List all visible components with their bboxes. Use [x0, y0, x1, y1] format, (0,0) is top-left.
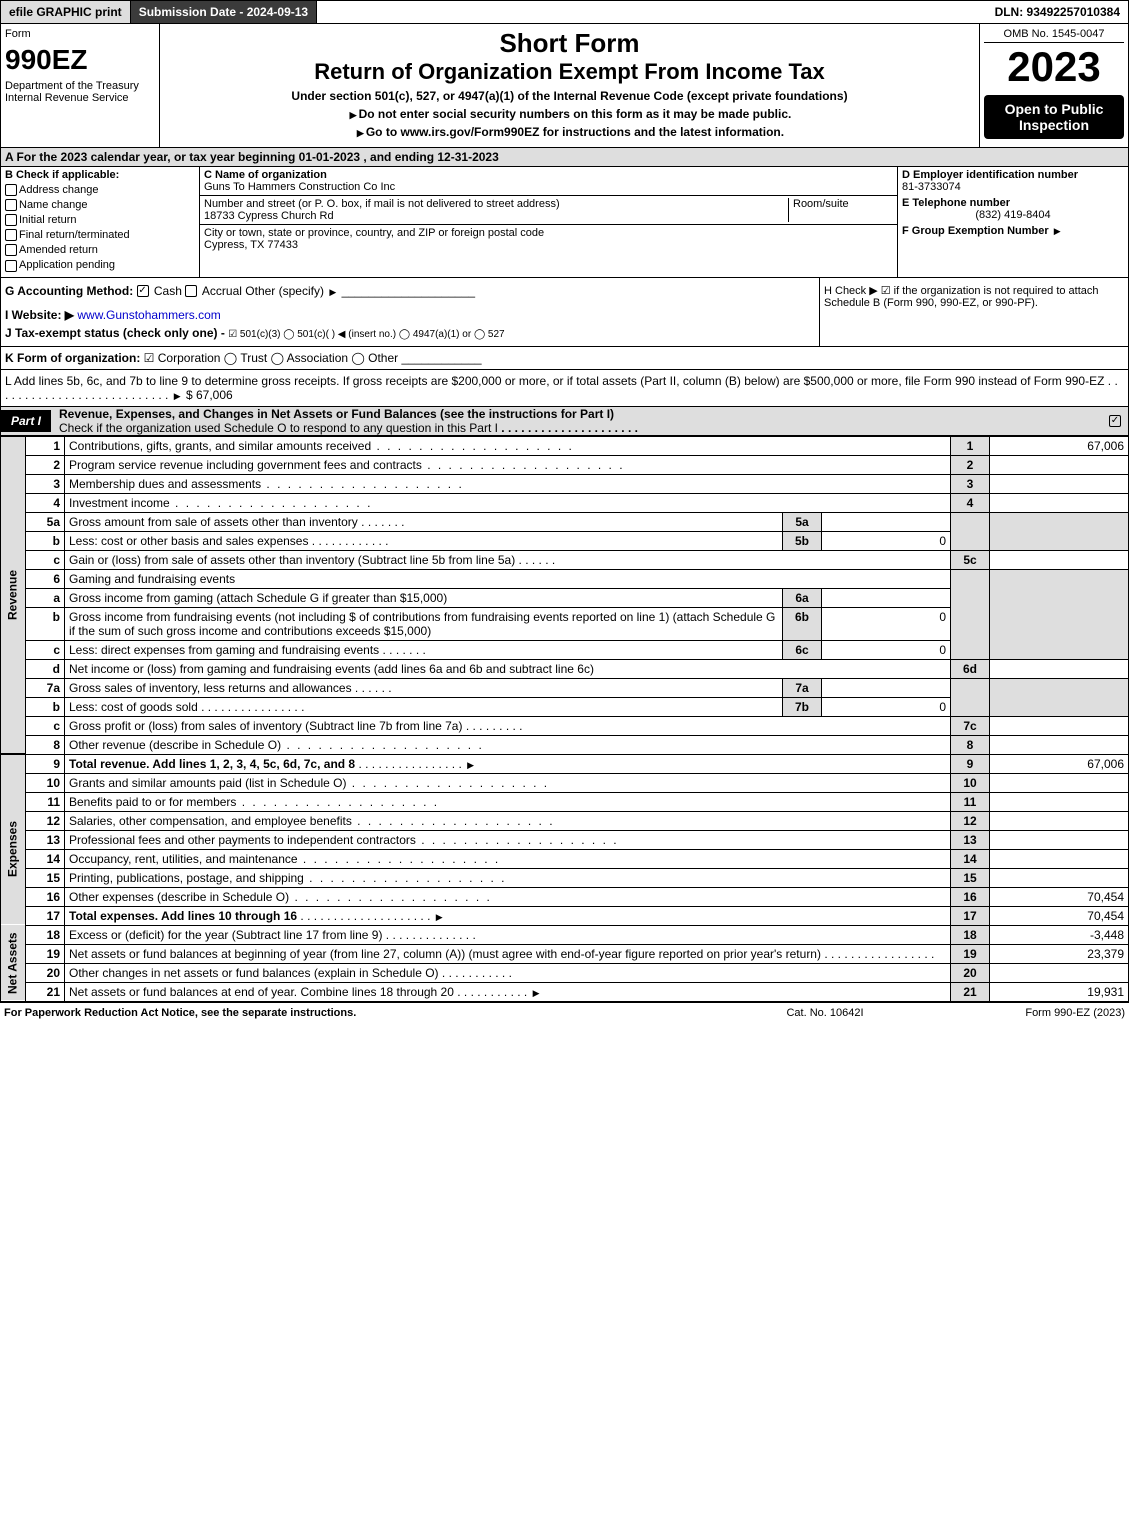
check-name-change[interactable]: Name change — [5, 199, 195, 211]
lines-table: Revenue 1 Contributions, gifts, grants, … — [0, 436, 1129, 1002]
ein: 81-3733074 — [902, 181, 1124, 193]
section-h: H Check ▶ ☑ if the organization is not r… — [819, 278, 1128, 346]
website-link[interactable]: www.Gunstohammers.com — [77, 308, 220, 322]
section-a: A For the 2023 calendar year, or tax yea… — [0, 148, 1129, 167]
check-address-change[interactable]: Address change — [5, 184, 195, 196]
schedule-o-check[interactable] — [1104, 414, 1128, 428]
org-name: Guns To Hammers Construction Co Inc — [204, 181, 893, 193]
city-label: City or town, state or province, country… — [204, 227, 893, 239]
under-section: Under section 501(c), 527, or 4947(a)(1)… — [164, 89, 975, 103]
info-grid: B Check if applicable: Address change Na… — [0, 167, 1129, 278]
phone: (832) 419-8404 — [902, 209, 1124, 221]
street-label: Number and street (or P. O. box, if mail… — [204, 198, 788, 210]
form-word: Form — [5, 28, 155, 40]
check-final-return[interactable]: Final return/terminated — [5, 229, 195, 241]
main-title: Return of Organization Exempt From Incom… — [164, 59, 975, 85]
line18-amount: -3,448 — [990, 925, 1129, 944]
top-bar: efile GRAPHIC print Submission Date - 20… — [0, 0, 1129, 24]
accounting-label: G Accounting Method: — [5, 284, 133, 298]
check-cash[interactable] — [137, 285, 149, 297]
cat-number: Cat. No. 10642I — [725, 1007, 925, 1019]
tax-exempt-label: J Tax-exempt status (check only one) - — [5, 326, 225, 340]
form-ref: Form 990-EZ (2023) — [925, 1007, 1125, 1019]
part1-title: Revenue, Expenses, and Changes in Net As… — [59, 407, 614, 421]
room-suite-label: Room/suite — [788, 198, 893, 222]
website-label: I Website: ▶ — [5, 308, 74, 322]
paperwork-notice: For Paperwork Reduction Act Notice, see … — [4, 1007, 725, 1019]
department: Department of the Treasury Internal Reve… — [5, 80, 155, 104]
section-l: L Add lines 5b, 6c, and 7b to line 9 to … — [0, 370, 1129, 407]
goto-link[interactable]: Go to www.irs.gov/Form990EZ for instruct… — [164, 125, 975, 139]
tax-year: 2023 — [984, 43, 1124, 91]
city-state-zip: Cypress, TX 77433 — [204, 239, 893, 251]
check-application-pending[interactable]: Application pending — [5, 259, 195, 271]
check-amended-return[interactable]: Amended return — [5, 244, 195, 256]
phone-label: E Telephone number — [902, 197, 1124, 209]
group-exemption-label: F Group Exemption Number — [902, 225, 1049, 237]
check-initial-return[interactable]: Initial return — [5, 214, 195, 226]
section-k: K Form of organization: ☑ Corporation ◯ … — [0, 347, 1129, 370]
line17-amount: 70,454 — [990, 906, 1129, 925]
netassets-label: Net Assets — [1, 925, 26, 1001]
omb-number: OMB No. 1545-0047 — [984, 28, 1124, 43]
section-gh: G Accounting Method: Cash Accrual Other … — [0, 278, 1129, 347]
org-name-label: C Name of organization — [204, 169, 893, 181]
part1-label: Part I — [1, 410, 51, 432]
expenses-label: Expenses — [1, 773, 26, 925]
efile-print-button[interactable]: efile GRAPHIC print — [1, 1, 131, 23]
ssn-warning: Do not enter social security numbers on … — [164, 107, 975, 121]
part1-subtitle: Check if the organization used Schedule … — [59, 421, 498, 435]
open-public-badge: Open to Public Inspection — [984, 95, 1124, 139]
short-form-title: Short Form — [164, 28, 975, 59]
line16-amount: 70,454 — [990, 887, 1129, 906]
revenue-label: Revenue — [1, 436, 26, 754]
line1-amount: 67,006 — [990, 436, 1129, 455]
line9-amount: 67,006 — [990, 754, 1129, 773]
submission-date: Submission Date - 2024-09-13 — [131, 1, 317, 23]
section-b-label: B Check if applicable: — [5, 169, 195, 181]
check-accrual[interactable] — [185, 285, 197, 297]
street-address: 18733 Cypress Church Rd — [204, 210, 788, 222]
dln: DLN: 93492257010384 — [987, 1, 1128, 23]
line19-amount: 23,379 — [990, 944, 1129, 963]
part1-header: Part I Revenue, Expenses, and Changes in… — [0, 407, 1129, 436]
ein-label: D Employer identification number — [902, 169, 1124, 181]
page-footer: For Paperwork Reduction Act Notice, see … — [0, 1002, 1129, 1023]
line21-amount: 19,931 — [990, 982, 1129, 1001]
form-header: Form 990EZ Department of the Treasury In… — [0, 24, 1129, 148]
form-number: 990EZ — [5, 44, 155, 76]
tax-exempt-options: ☑ 501(c)(3) ◯ 501(c)( ) ◀ (insert no.) ◯… — [228, 329, 504, 340]
